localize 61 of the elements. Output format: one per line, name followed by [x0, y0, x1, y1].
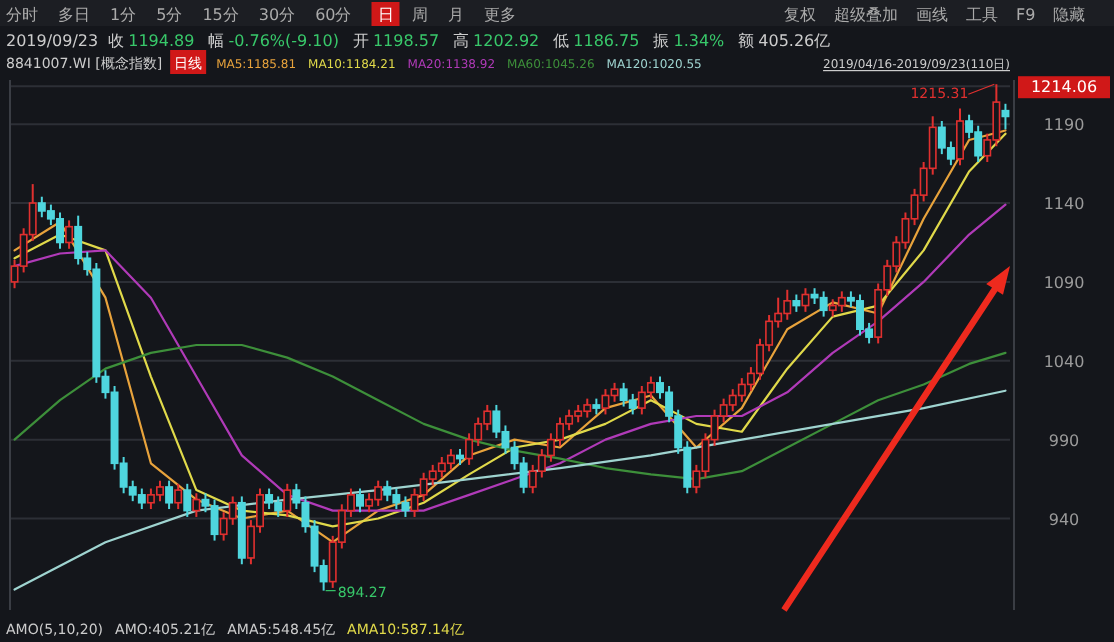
candlestick: [628, 392, 637, 416]
candlestick: [956, 107, 964, 167]
text: 1分: [110, 6, 137, 24]
candlestick: [383, 479, 392, 503]
text: 日: [377, 6, 394, 24]
candlestick: [137, 487, 146, 511]
line-series: [13, 203, 1007, 512]
candlestick: [65, 219, 74, 250]
candlestick: [446, 448, 455, 471]
candlestick: [356, 487, 364, 514]
text: 15分: [202, 6, 239, 24]
text: 1194.89: [128, 32, 195, 50]
text: 额: [738, 32, 755, 50]
candlestick: [265, 487, 274, 511]
text: 开: [352, 32, 369, 50]
text: 5分: [156, 6, 183, 24]
candlestick: [183, 482, 192, 518]
text: 复权: [784, 6, 816, 24]
y-tick-label: 1090: [1043, 273, 1085, 292]
candlestick: [801, 287, 810, 313]
text: 30分: [258, 6, 296, 24]
text: 画线: [916, 6, 948, 24]
candlestick: [492, 403, 501, 440]
text: 幅: [208, 32, 225, 50]
text: 收: [108, 32, 125, 50]
text: 工具: [966, 6, 998, 24]
candlestick: [837, 290, 846, 313]
text: 60分: [315, 6, 352, 24]
candlestick: [74, 214, 83, 266]
text: 多日: [58, 6, 90, 24]
y-tick-label: 1140: [1043, 195, 1085, 214]
candlestick: [283, 482, 292, 518]
candlestick: [192, 492, 201, 518]
candlestick: [819, 290, 828, 318]
text: -0.76%(-9.10): [228, 32, 339, 50]
text: 高: [453, 32, 470, 50]
text: 超级叠加: [834, 6, 898, 24]
text: 月: [447, 6, 464, 24]
text: 1202.92: [473, 32, 540, 50]
y-tick-label: 1214.06: [1030, 78, 1098, 97]
text: 1.34%: [673, 32, 726, 50]
text: 更多: [483, 6, 516, 24]
candlestick: [365, 492, 374, 514]
y-tick-label: 990: [1048, 431, 1080, 450]
text: 1198.57: [372, 32, 440, 50]
candlestick: [165, 479, 174, 511]
text: 振: [653, 32, 670, 50]
text: F9: [1016, 6, 1036, 24]
y-tick-label: 940: [1048, 510, 1080, 529]
y-tick-label: 1190: [1043, 116, 1085, 135]
text: 周: [411, 6, 428, 24]
text: 405.26亿: [758, 32, 831, 50]
candlestick: [519, 455, 528, 495]
candlestick: [1001, 102, 1010, 131]
candlestick: [174, 482, 183, 511]
text: 低: [553, 32, 570, 50]
y-tick-label: 1040: [1043, 352, 1085, 371]
text: 隐藏: [1053, 6, 1086, 24]
text: 分时: [6, 6, 38, 24]
text: 2019/09/23: [6, 32, 99, 50]
text: 1186.75: [573, 32, 640, 50]
